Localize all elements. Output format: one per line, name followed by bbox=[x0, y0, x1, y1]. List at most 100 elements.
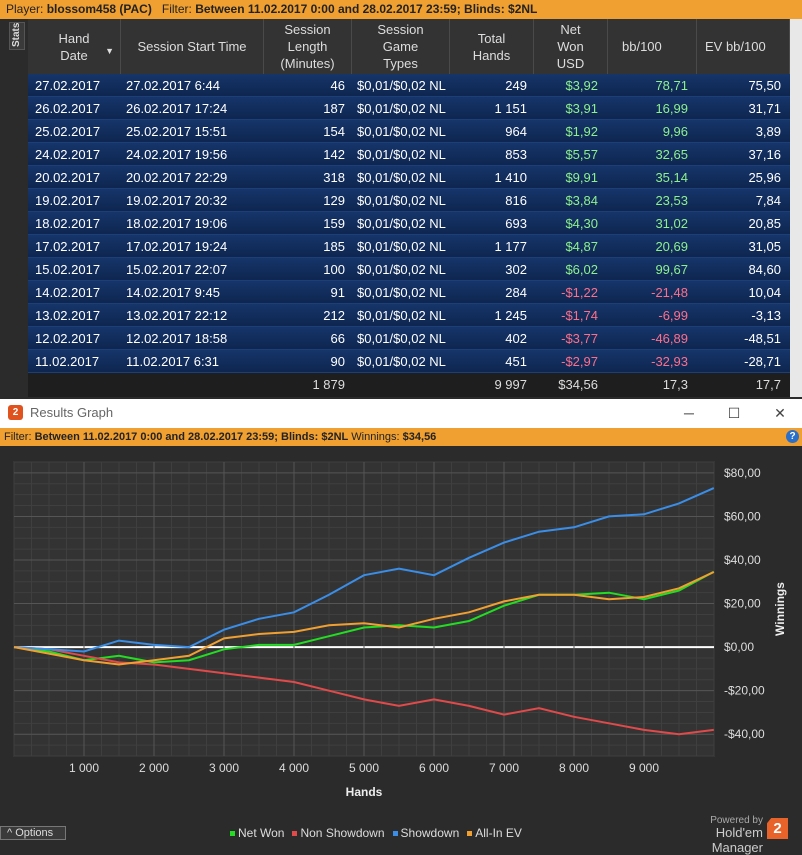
table-row[interactable]: 24.02.2017 24.02.2017 19:56 142 $0,01/$0,02… bbox=[28, 143, 790, 166]
table-row[interactable]: 26.02.2017 26.02.2017 17:24 187 $0,01/$0,02… bbox=[28, 97, 790, 120]
options-button[interactable]: ^ Options bbox=[0, 826, 66, 840]
x-tick-label: 5 000 bbox=[349, 761, 379, 775]
table-row[interactable]: 25.02.2017 25.02.2017 15:51 154 $0,01/$0,02… bbox=[28, 120, 790, 143]
legend-item[interactable]: All-In EV bbox=[467, 826, 522, 840]
cell-bb: 99,67 bbox=[655, 262, 688, 277]
cell-bb: 31,02 bbox=[655, 216, 688, 231]
cell-game: $0,01/$0,02 NL bbox=[357, 170, 446, 185]
player-name: blossom458 (PAC) bbox=[46, 2, 152, 16]
cell-hands: 284 bbox=[505, 285, 527, 300]
cell-game: $0,01/$0,02 NL bbox=[357, 239, 446, 254]
cell-won: $4,87 bbox=[565, 239, 598, 254]
col-total-hands[interactable]: Total Hands bbox=[450, 19, 534, 74]
cell-date: 25.02.2017 bbox=[35, 124, 101, 139]
cell-date: 26.02.2017 bbox=[35, 101, 101, 116]
cell-game: $0,01/$0,02 NL bbox=[357, 331, 446, 346]
sort-desc-icon: ▼ bbox=[105, 46, 114, 56]
col-ev-bb100[interactable]: EV bb/100 bbox=[697, 19, 790, 74]
table-row[interactable]: 13.02.2017 13.02.2017 22:12 212 $0,01/$0,02… bbox=[28, 304, 790, 327]
cell-length: 185 bbox=[323, 239, 345, 254]
legend-item[interactable]: Net Won bbox=[230, 826, 284, 840]
col-hand-date[interactable]: Hand Date ▼ bbox=[28, 19, 121, 74]
table-row[interactable]: 20.02.2017 20.02.2017 22:29 318 $0,01/$0,02… bbox=[28, 166, 790, 189]
cell-date: 24.02.2017 bbox=[35, 147, 101, 162]
legend-swatch bbox=[392, 830, 398, 836]
legend-item[interactable]: Non Showdown bbox=[292, 826, 385, 840]
cell-bb: 78,71 bbox=[655, 78, 688, 93]
cell-length: 100 bbox=[323, 262, 345, 277]
cell-bb: 9,96 bbox=[662, 124, 688, 139]
cell-start: 26.02.2017 17:24 bbox=[126, 101, 228, 116]
table-row[interactable]: 14.02.2017 14.02.2017 9:45 91 $0,01/$0,02 N… bbox=[28, 281, 790, 304]
cell-game: $0,01/$0,02 NL bbox=[357, 78, 446, 93]
col-bb100[interactable]: bb/100 bbox=[608, 19, 697, 74]
cell-date: 13.02.2017 bbox=[35, 308, 101, 323]
col-session-start[interactable]: Session Start Time bbox=[121, 19, 264, 74]
cell-start: 14.02.2017 9:45 bbox=[126, 285, 220, 300]
cell-start: 11.02.2017 6:31 bbox=[126, 354, 220, 369]
cell-won: -$2,97 bbox=[561, 354, 598, 369]
legend-label: Net Won bbox=[238, 826, 285, 840]
legend-swatch bbox=[292, 830, 298, 836]
col-session-length[interactable]: Session Length (Minutes) bbox=[264, 19, 352, 74]
close-button[interactable]: ✕ bbox=[774, 405, 786, 421]
total-ev-bb100: 17,7 bbox=[755, 377, 781, 392]
cell-length: 66 bbox=[330, 331, 345, 346]
cell-date: 17.02.2017 bbox=[35, 239, 101, 254]
series-line-net-won bbox=[13, 570, 715, 664]
cell-start: 18.02.2017 19:06 bbox=[126, 216, 228, 231]
legend-label: Showdown bbox=[400, 826, 460, 840]
x-tick-label: 2 000 bbox=[139, 761, 169, 775]
total-hands: 9 997 bbox=[494, 377, 527, 392]
y-axis-label: Winnings bbox=[773, 582, 787, 636]
hm2-logo-icon: 2 bbox=[767, 818, 788, 839]
cell-start: 24.02.2017 19:56 bbox=[126, 147, 228, 162]
stats-tab[interactable]: Stats bbox=[9, 22, 25, 50]
maximize-button[interactable]: ☐ bbox=[727, 405, 741, 421]
cell-won: $3,91 bbox=[565, 101, 598, 116]
cell-length: 46 bbox=[330, 78, 345, 93]
table-scrollbar[interactable] bbox=[790, 19, 802, 397]
cell-game: $0,01/$0,02 NL bbox=[357, 147, 446, 162]
cell-length: 154 bbox=[323, 124, 345, 139]
help-icon[interactable]: ? bbox=[786, 430, 799, 443]
total-bb100: 17,3 bbox=[662, 377, 688, 392]
legend-label: Non Showdown bbox=[300, 826, 385, 840]
options-chevron-icon: ^ bbox=[7, 827, 13, 839]
window-title: Results Graph bbox=[30, 405, 114, 420]
cell-game: $0,01/$0,02 NL bbox=[357, 354, 446, 369]
table-row[interactable]: 18.02.2017 18.02.2017 19:06 159 $0,01/$0,02… bbox=[28, 212, 790, 235]
legend-item[interactable]: Showdown bbox=[392, 826, 460, 840]
cell-start: 25.02.2017 15:51 bbox=[126, 124, 228, 139]
table-row[interactable]: 19.02.2017 19.02.2017 20:32 129 $0,01/$0,02… bbox=[28, 189, 790, 212]
sessions-table: Hand Date ▼ Session Start Time Session Le… bbox=[28, 19, 790, 397]
cell-hands: 964 bbox=[505, 124, 527, 139]
table-row[interactable]: 15.02.2017 15.02.2017 22:07 100 $0,01/$0,02… bbox=[28, 258, 790, 281]
table-row[interactable]: 17.02.2017 17.02.2017 19:24 185 $0,01/$0,02… bbox=[28, 235, 790, 258]
minimize-button[interactable]: ─ bbox=[684, 405, 694, 421]
player-filter-bar: Player: blossom458 (PAC) Filter: Between… bbox=[0, 0, 802, 19]
table-row[interactable]: 27.02.2017 27.02.2017 6:44 46 $0,01/$0,02 N… bbox=[28, 74, 790, 97]
cell-ev: 31,05 bbox=[748, 239, 781, 254]
table-row[interactable]: 11.02.2017 11.02.2017 6:31 90 $0,01/$0,02 N… bbox=[28, 350, 790, 373]
cell-ev: 84,60 bbox=[748, 262, 781, 277]
table-row[interactable]: 12.02.2017 12.02.2017 18:58 66 $0,01/$0,02 … bbox=[28, 327, 790, 350]
cell-start: 15.02.2017 22:07 bbox=[126, 262, 228, 277]
results-chart: $80,00 $60,00 $40,00 $20,00 $0,00 -$20,00 -$40… bbox=[13, 461, 787, 799]
cell-ev: 20,85 bbox=[748, 216, 781, 231]
cell-hands: 816 bbox=[505, 193, 527, 208]
cell-won: -$1,74 bbox=[561, 308, 598, 323]
cell-bb: 16,99 bbox=[655, 101, 688, 116]
cell-start: 12.02.2017 18:58 bbox=[126, 331, 228, 346]
cell-hands: 249 bbox=[505, 78, 527, 93]
col-net-won[interactable]: Net Won USD bbox=[534, 19, 608, 74]
cell-hands: 1 410 bbox=[494, 170, 527, 185]
cell-ev: 25,96 bbox=[748, 170, 781, 185]
col-game-types[interactable]: Session Game Types bbox=[352, 19, 450, 74]
filter-text: Between 11.02.2017 0:00 and 28.02.2017 2… bbox=[195, 2, 538, 16]
y-tick-label: $20,00 bbox=[724, 597, 761, 611]
cell-bb: 23,53 bbox=[655, 193, 688, 208]
cell-date: 27.02.2017 bbox=[35, 78, 101, 93]
cell-hands: 1 245 bbox=[494, 308, 527, 323]
cell-date: 20.02.2017 bbox=[35, 170, 101, 185]
